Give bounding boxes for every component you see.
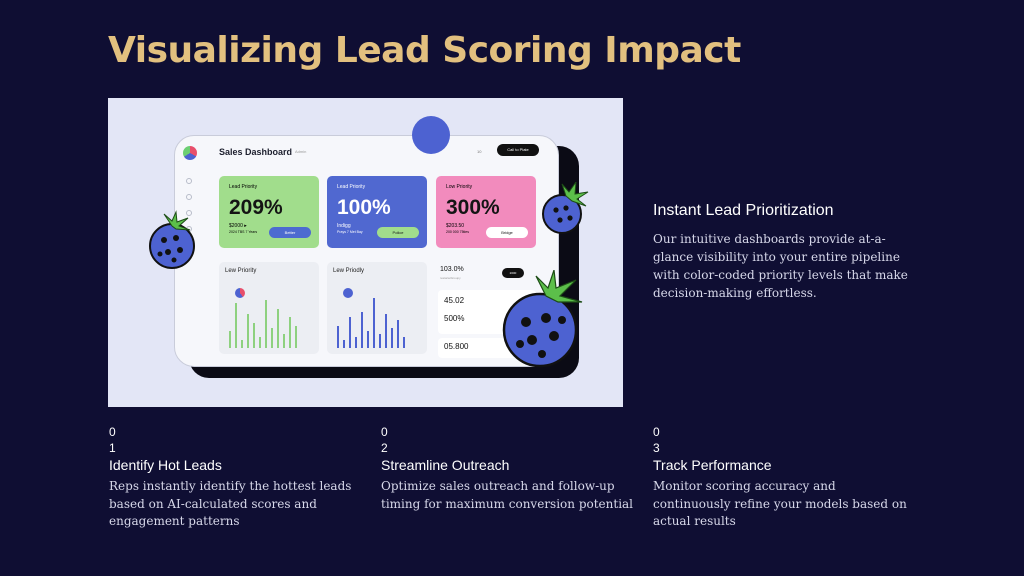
bar [337, 326, 339, 348]
blueberry-icon [502, 270, 583, 368]
slide-title: Visualizing Lead Scoring Impact [108, 30, 741, 71]
column-description: Optimize sales outreach and follow-up ti… [381, 479, 634, 511]
column-description: Reps instantly identify the hottest lead… [109, 479, 352, 528]
bar [289, 317, 291, 348]
bar [397, 320, 399, 348]
dashboard-meta: 10 [477, 149, 482, 154]
dashboard-logo-icon [183, 146, 197, 160]
card-value: 300% [446, 196, 500, 219]
column-heading: Streamline Outreach [381, 457, 510, 473]
bar [379, 334, 381, 348]
pie-icon [235, 288, 245, 298]
card-label: Lead Priority [337, 184, 366, 190]
dashboard-title: Sales Dashboard [219, 147, 293, 157]
blueberry-icon [542, 182, 589, 234]
dashboard-subtitle: Admin [295, 149, 307, 154]
list-row: 45.02 [444, 296, 465, 305]
dot-icon [343, 288, 353, 298]
bar-panel-green: Lew Priority [219, 262, 319, 354]
bar [253, 323, 255, 348]
priority-card-pink: Low Priority 300% $203.50 200 000 75ties… [436, 176, 536, 248]
bar [367, 331, 369, 348]
card-sub: Prays 7 Met Bay [337, 230, 363, 234]
bar [265, 300, 267, 348]
sidebar-bulb-icon [186, 178, 192, 184]
card-label: Lead Priority [229, 184, 258, 190]
bar [295, 326, 297, 348]
column-number: 02 [381, 425, 388, 455]
column-track: 03 Track Performance Monitor scoring acc… [653, 424, 908, 531]
card-label: Low Priority [446, 184, 473, 190]
column-heading: Track Performance [653, 457, 772, 473]
bar-chart [337, 292, 419, 348]
card-button: Better [269, 227, 311, 238]
card-value: 209% [229, 196, 283, 219]
feature-description: Our intuitive dashboards provide at-a-gl… [653, 232, 908, 300]
panel-label: Lew Priodly [333, 268, 365, 274]
card-foot: $203.50 [446, 223, 465, 229]
dashboard-window: Sales Dashboard Admin 10 Call to Plate L… [174, 135, 559, 367]
list-row: 05.800 [444, 342, 469, 351]
card-sub: 2024 TBS 7 Years [229, 230, 258, 234]
bar [349, 317, 351, 348]
card-button: Police [377, 227, 419, 238]
dashboard-illustration: Sales Dashboard Admin 10 Call to Plate L… [108, 98, 623, 407]
list-button: 2000 [502, 268, 524, 278]
bar [271, 328, 273, 348]
list-row: 500% [444, 314, 465, 323]
priority-card-blue: Lead Priority 100% Indigg Prays 7 Met Ba… [327, 176, 427, 248]
card-foot: $2000 ▸ [229, 223, 247, 229]
column-description: Monitor scoring accuracy and continuousl… [653, 479, 907, 528]
bar [247, 314, 249, 348]
column-identify: 01 Identify Hot Leads Reps instantly ide… [109, 424, 364, 531]
bar [343, 340, 345, 348]
panel-label: Lew Priority [225, 268, 257, 274]
card-sub: 200 000 75ties [446, 230, 469, 234]
bar [391, 328, 393, 348]
list-top-value: 103.0% [440, 266, 464, 273]
bar [361, 312, 363, 348]
bar-panel-blue: Lew Priodly [327, 262, 427, 354]
bar [385, 314, 387, 348]
bar [241, 340, 243, 348]
bar [403, 337, 405, 348]
sidebar-file-icon [186, 210, 192, 216]
blueberry-icon [149, 210, 195, 269]
bar [259, 337, 261, 348]
bar [229, 331, 231, 348]
bar [277, 309, 279, 348]
card-value: 100% [337, 196, 391, 219]
column-streamline: 02 Streamline Outreach Optimize sales ou… [381, 424, 636, 513]
column-heading: Identify Hot Leads [109, 457, 222, 473]
bar [355, 337, 357, 348]
column-number: 03 [653, 425, 660, 455]
card-button: Bridge [486, 227, 528, 238]
priority-card-green: Lead Priority 209% $2000 ▸ 2024 TBS 7 Ye… [219, 176, 319, 248]
column-number: 01 [109, 425, 116, 455]
decorative-circle [412, 116, 450, 154]
bar-chart [229, 292, 311, 348]
list-top-sub: restartelGroupy [440, 276, 461, 280]
card-foot: Indigg [337, 223, 351, 229]
bar [373, 298, 375, 348]
feature-heading: Instant Lead Prioritization [653, 202, 834, 219]
bar [235, 303, 237, 348]
dashboard-cta-button: Call to Plate [497, 144, 539, 156]
sidebar-gear-icon [186, 194, 192, 200]
bar [283, 334, 285, 348]
